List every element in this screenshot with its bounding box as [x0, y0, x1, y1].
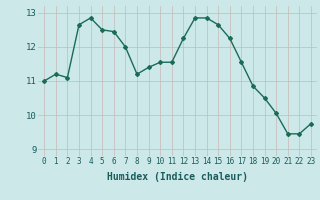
X-axis label: Humidex (Indice chaleur): Humidex (Indice chaleur) — [107, 172, 248, 182]
